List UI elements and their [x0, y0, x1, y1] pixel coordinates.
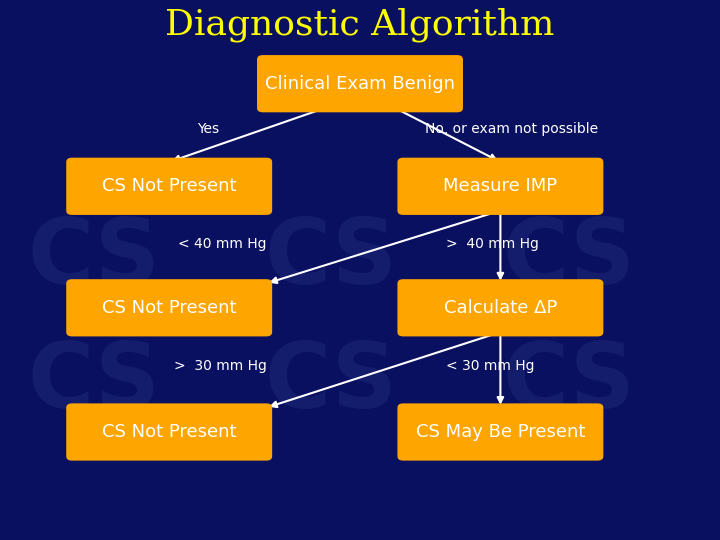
FancyBboxPatch shape	[66, 158, 272, 215]
Text: Yes: Yes	[197, 122, 220, 136]
Text: Clinical Exam Benign: Clinical Exam Benign	[265, 75, 455, 93]
FancyBboxPatch shape	[397, 403, 603, 461]
Text: CS: CS	[265, 215, 397, 303]
Text: Measure IMP: Measure IMP	[444, 177, 557, 195]
Text: CS: CS	[27, 215, 160, 303]
Text: < 40 mm Hg: < 40 mm Hg	[178, 237, 266, 251]
Text: CS: CS	[265, 340, 397, 427]
Text: >  40 mm Hg: > 40 mm Hg	[446, 237, 539, 251]
Text: < 30 mm Hg: < 30 mm Hg	[446, 359, 535, 373]
Text: Calculate ΔP: Calculate ΔP	[444, 299, 557, 317]
FancyBboxPatch shape	[397, 158, 603, 215]
FancyBboxPatch shape	[66, 279, 272, 336]
Text: CS: CS	[503, 340, 635, 427]
FancyBboxPatch shape	[66, 403, 272, 461]
Text: Diagnostic Algorithm: Diagnostic Algorithm	[166, 7, 554, 42]
FancyBboxPatch shape	[397, 279, 603, 336]
Text: >  30 mm Hg: > 30 mm Hg	[174, 359, 266, 373]
Text: No, or exam not possible: No, or exam not possible	[425, 122, 598, 136]
FancyBboxPatch shape	[257, 55, 463, 112]
Text: CS Not Present: CS Not Present	[102, 423, 236, 441]
Text: CS: CS	[503, 215, 635, 303]
Text: CS: CS	[27, 340, 160, 427]
Text: CS Not Present: CS Not Present	[102, 177, 236, 195]
Text: CS Not Present: CS Not Present	[102, 299, 236, 317]
Text: CS May Be Present: CS May Be Present	[415, 423, 585, 441]
